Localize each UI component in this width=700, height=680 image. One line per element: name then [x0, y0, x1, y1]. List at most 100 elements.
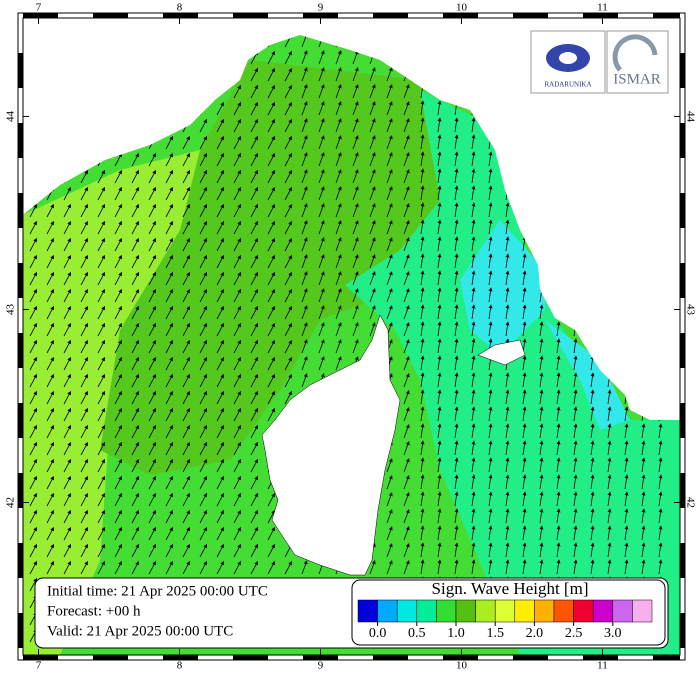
wave-arrow [29, 390, 37, 405]
wave-arrow [488, 508, 493, 524]
wave-arrow [97, 560, 105, 575]
wave-arrow [63, 339, 71, 354]
wave-arrow [454, 559, 459, 575]
wave-arrow [182, 543, 190, 558]
wave-arrow [63, 424, 71, 439]
wave-arrow [97, 254, 105, 269]
wave-arrow [267, 67, 275, 82]
wave-arrow [284, 84, 292, 99]
wave-arrow [369, 67, 376, 82]
wave-arrow [522, 372, 527, 388]
wave-arrow [233, 186, 241, 201]
wave-arrow [607, 440, 612, 456]
wave-arrow [131, 373, 139, 388]
wave-arrow [607, 389, 612, 405]
wave-arrow [556, 389, 561, 405]
colorbar-bin [416, 599, 437, 623]
wave-arrow [233, 84, 241, 99]
wave-arrow [165, 526, 173, 541]
wave-arrow [488, 525, 493, 541]
wave-arrow [233, 101, 241, 116]
wave-arrow [573, 525, 578, 541]
frame-checker [233, 655, 268, 660]
wave-arrow [250, 84, 258, 99]
wave-arrow [403, 322, 410, 337]
frame-checker [680, 403, 685, 438]
wave-arrow [250, 220, 258, 235]
map-area: Initial time: 21 Apr 2025 00:00 UTC Fore… [23, 18, 680, 655]
wave-arrow [29, 441, 37, 456]
wave-arrow [148, 373, 156, 388]
wave-arrow [420, 423, 425, 439]
wave-arrow [80, 390, 88, 405]
frame-checker [18, 123, 23, 158]
wave-arrow [63, 237, 71, 252]
wave-arrow [488, 168, 493, 184]
wave-arrow [386, 203, 393, 218]
wave-arrow [267, 526, 275, 541]
wave-arrow [233, 118, 241, 133]
wave-arrow [80, 237, 88, 252]
wave-arrow [29, 271, 37, 286]
wave-arrow [556, 491, 561, 507]
sea-aqua [345, 90, 680, 655]
wave-arrow [216, 288, 224, 303]
frame-checker [18, 543, 23, 578]
wave-arrow [403, 135, 410, 150]
frame-checker [163, 655, 198, 660]
wave-arrow [199, 526, 207, 541]
wave-arrow [335, 169, 342, 184]
frame-checker [373, 655, 408, 660]
wave-arrow [522, 270, 527, 286]
wave-arrow [199, 492, 207, 507]
wave-arrow [624, 525, 629, 541]
wave-arrow [114, 356, 122, 371]
frame-checker [653, 13, 680, 18]
wave-arrow [199, 407, 207, 422]
wave-arrow [420, 389, 425, 405]
wave-arrow [29, 509, 37, 524]
wave-arrow [182, 322, 190, 337]
wave-arrow [131, 254, 139, 269]
wave-arrow [114, 492, 122, 507]
wave-arrow [505, 542, 510, 558]
wave-arrow [80, 305, 88, 320]
wave-arrow [352, 135, 359, 150]
wave-arrow [165, 152, 173, 167]
wave-arrow [199, 152, 207, 167]
wave-arrow [250, 101, 258, 116]
wave-arrow [420, 508, 425, 524]
wave-arrow [233, 492, 241, 507]
wave-arrow [114, 254, 122, 269]
wave-arrow [97, 373, 105, 388]
wave-arrow [301, 254, 308, 269]
wave-arrow [233, 407, 241, 422]
wave-arrow [165, 492, 173, 507]
wave-arrow [216, 339, 224, 354]
wave-arrow [182, 220, 190, 235]
wave-arrow [471, 525, 476, 541]
wave-arrow [403, 509, 410, 524]
wave-arrow [165, 543, 173, 558]
wave-arrow [301, 220, 308, 235]
wave-arrow [454, 202, 459, 218]
wave-arrow [607, 525, 612, 541]
wave-arrow [199, 237, 207, 252]
wave-arrow [46, 356, 54, 371]
wave-arrow [505, 389, 510, 405]
wave-arrow [148, 288, 156, 303]
wave-arrow [437, 185, 442, 201]
wave-arrow [63, 526, 71, 541]
wave-arrow [165, 288, 173, 303]
wave-arrow [199, 118, 207, 133]
wave-arrow [233, 424, 241, 439]
wave-arrow [318, 339, 325, 354]
y-tick-label: 44 [684, 111, 696, 123]
wave-arrow [505, 525, 510, 541]
wave-arrow [46, 288, 54, 303]
wave-arrow [522, 559, 527, 575]
wave-arrow [148, 441, 156, 456]
x-tick-label: 10 [456, 660, 468, 672]
wave-arrow [284, 237, 292, 252]
